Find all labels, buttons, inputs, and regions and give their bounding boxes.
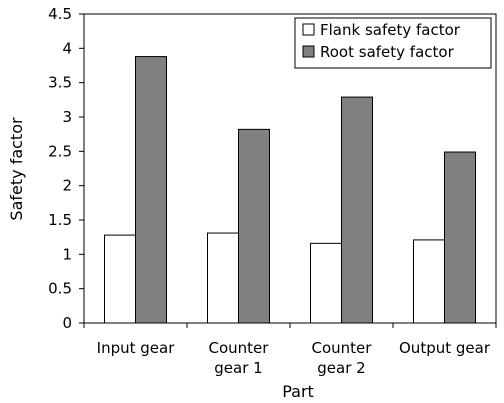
- x-axis: Input gear Counter gear 1 Counter gear 2 Outp…: [83, 323, 497, 377]
- y-axis-title: Safety factor: [7, 117, 26, 221]
- flank-safety-bar: [104, 234, 136, 324]
- y-tick-label: 1.5: [48, 211, 72, 229]
- x-tick-label-line: Input gear: [97, 339, 176, 357]
- x-tick-label-line: gear 1: [214, 359, 262, 377]
- y-tick-label: 2.5: [48, 142, 72, 160]
- bar-group: [104, 56, 476, 324]
- root-safety-bar: [341, 96, 373, 324]
- x-tick-label-line: Counter: [209, 339, 270, 357]
- legend-box: [294, 17, 492, 69]
- legend-label: Flank safety factor: [320, 21, 461, 39]
- y-tick-label: 3.5: [48, 74, 72, 92]
- y-tick-label: 0.5: [48, 280, 72, 298]
- root-safety-bar: [238, 128, 270, 324]
- y-tick-label: 2: [62, 177, 72, 195]
- y-tick-label: 1: [62, 245, 72, 263]
- x-tick-label-line: Output gear: [399, 339, 491, 357]
- flank-safety-bar: [413, 239, 445, 324]
- legend-label: Root safety factor: [320, 43, 455, 61]
- legend: Flank safety factor Root safety factor: [294, 17, 492, 69]
- x-tick-label-line: Counter: [312, 339, 373, 357]
- x-tick-label: Counter gear 1: [209, 339, 270, 377]
- legend-swatch: [302, 45, 315, 58]
- root-safety-bar: [444, 151, 476, 324]
- y-axis: 0 0.5 1 1.5 2 2.5 3 3.5 4 4.5: [48, 5, 84, 332]
- x-tick-label: Output gear: [399, 339, 491, 357]
- y-tick-label: 4: [62, 39, 72, 57]
- root-safety-bar: [135, 56, 167, 324]
- x-tick-label-line: gear 2: [317, 359, 365, 377]
- y-tick-label: 3: [62, 108, 72, 126]
- flank-safety-bar: [207, 232, 239, 324]
- x-tick-label: Input gear: [97, 339, 176, 357]
- flank-safety-bar: [310, 242, 342, 324]
- x-axis-title: Part: [282, 382, 314, 401]
- legend-swatch: [302, 23, 315, 36]
- y-tick-label: 4.5: [48, 5, 72, 23]
- y-tick-label: 0: [62, 314, 72, 332]
- x-tick-label: Counter gear 2: [312, 339, 373, 377]
